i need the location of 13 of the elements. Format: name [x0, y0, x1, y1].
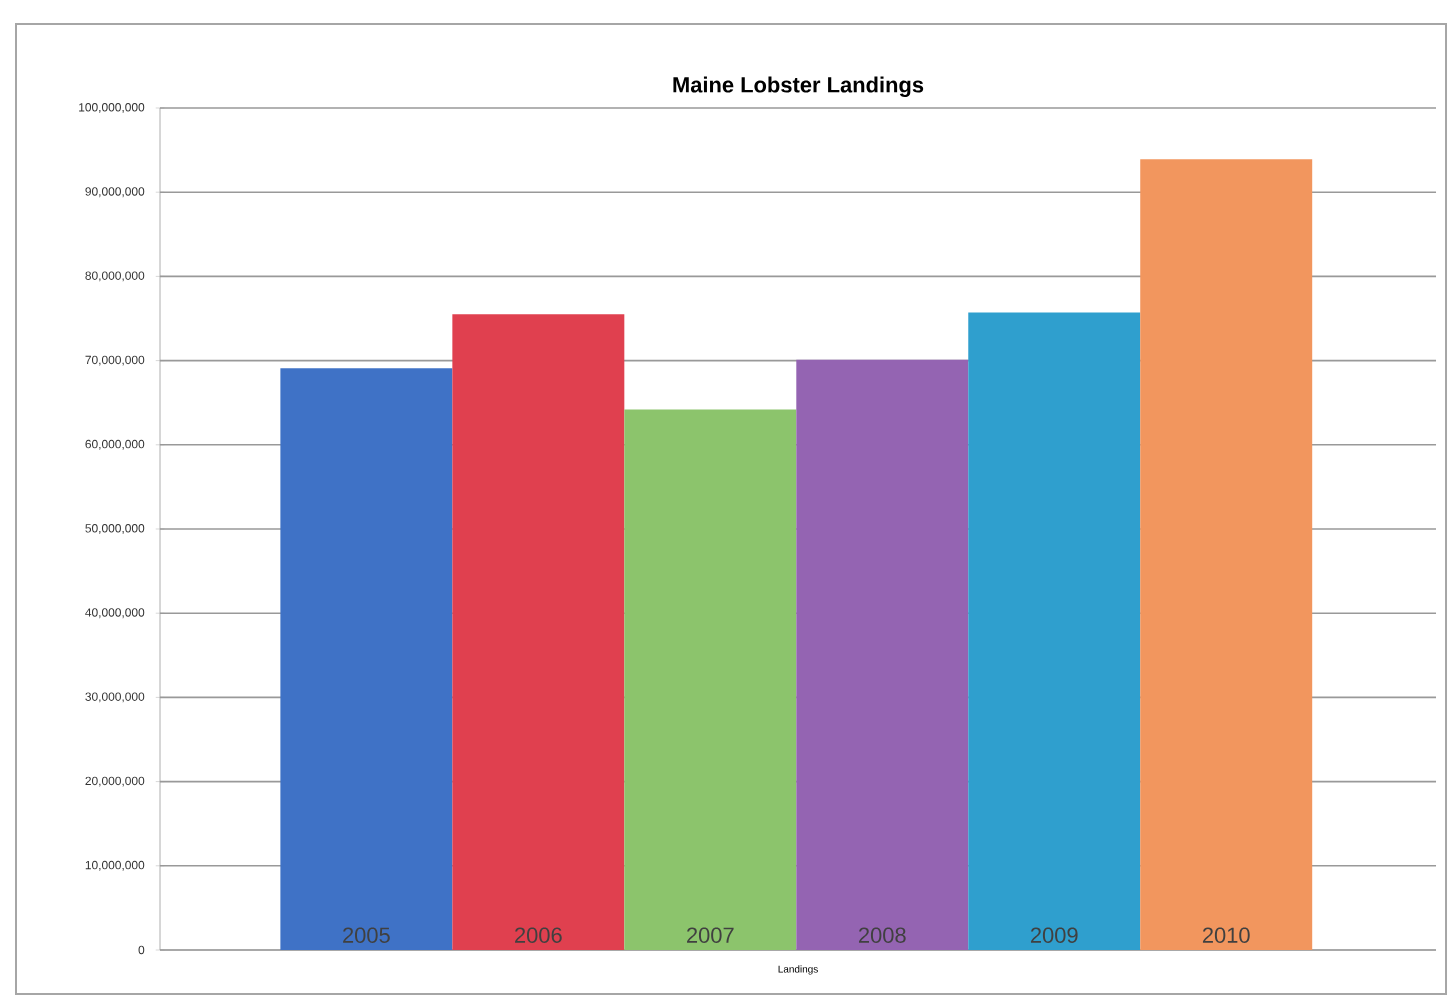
x-tick-label: 2008 — [858, 927, 906, 943]
x-tick-label: 2009 — [1030, 927, 1078, 943]
bar — [968, 312, 1141, 950]
x-tick-label: 2005 — [343, 927, 390, 943]
bar — [624, 409, 797, 950]
bar — [280, 368, 453, 950]
bar — [1140, 159, 1313, 950]
bar — [452, 314, 625, 950]
x-tick-label: 2010 — [1202, 927, 1250, 943]
x-tick-label: 2006 — [515, 927, 562, 943]
chart-title: Maine Lobster Landings — [673, 76, 924, 98]
bar — [796, 359, 969, 950]
x-tick-label: 2007 — [687, 927, 734, 943]
